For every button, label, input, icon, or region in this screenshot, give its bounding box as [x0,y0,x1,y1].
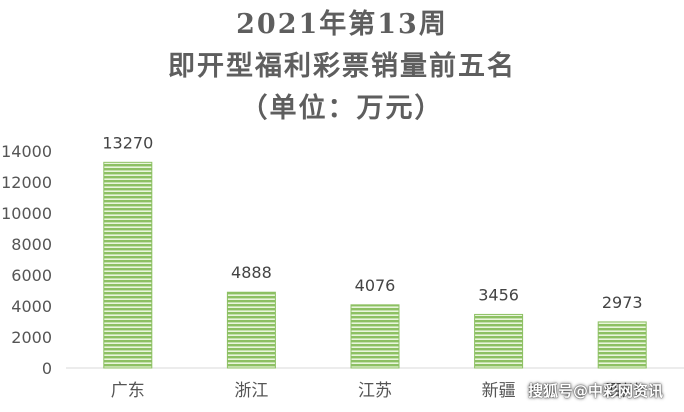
chart-title-line-1: 2021年第13周 [236,9,448,40]
y-tick-label: 2000 [11,328,52,347]
x-tick-label: 江苏 [358,381,392,401]
x-tick-label: 浙江 [234,381,268,401]
bar [226,291,276,369]
x-tick-label: 广东 [111,381,145,401]
data-label: 3456 [478,285,519,304]
data-label: 4888 [231,263,272,282]
y-tick-label: 6000 [11,266,52,285]
data-label: 2973 [602,293,643,312]
bar [597,321,647,369]
chart-title-line-3: （单位：万元） [240,93,444,124]
x-tick-label: 新疆 [482,381,516,401]
y-tick-label: 14000 [1,142,52,161]
bar [103,161,153,369]
y-tick-label: 12000 [1,173,52,192]
data-label: 13270 [102,133,153,152]
y-tick-label: 4000 [11,297,52,316]
y-tick-label: 8000 [11,235,52,254]
chart-title-line-2: 即开型福利彩票销量前五名 [168,51,516,82]
y-tick-label: 0 [42,359,52,378]
watermark: 搜狐号@中彩网资讯 [528,382,664,400]
bar [350,304,400,369]
bar [474,313,524,369]
y-tick-label: 10000 [1,204,52,223]
x-tick-label: 四川 [605,381,639,401]
data-label: 4076 [355,276,396,295]
